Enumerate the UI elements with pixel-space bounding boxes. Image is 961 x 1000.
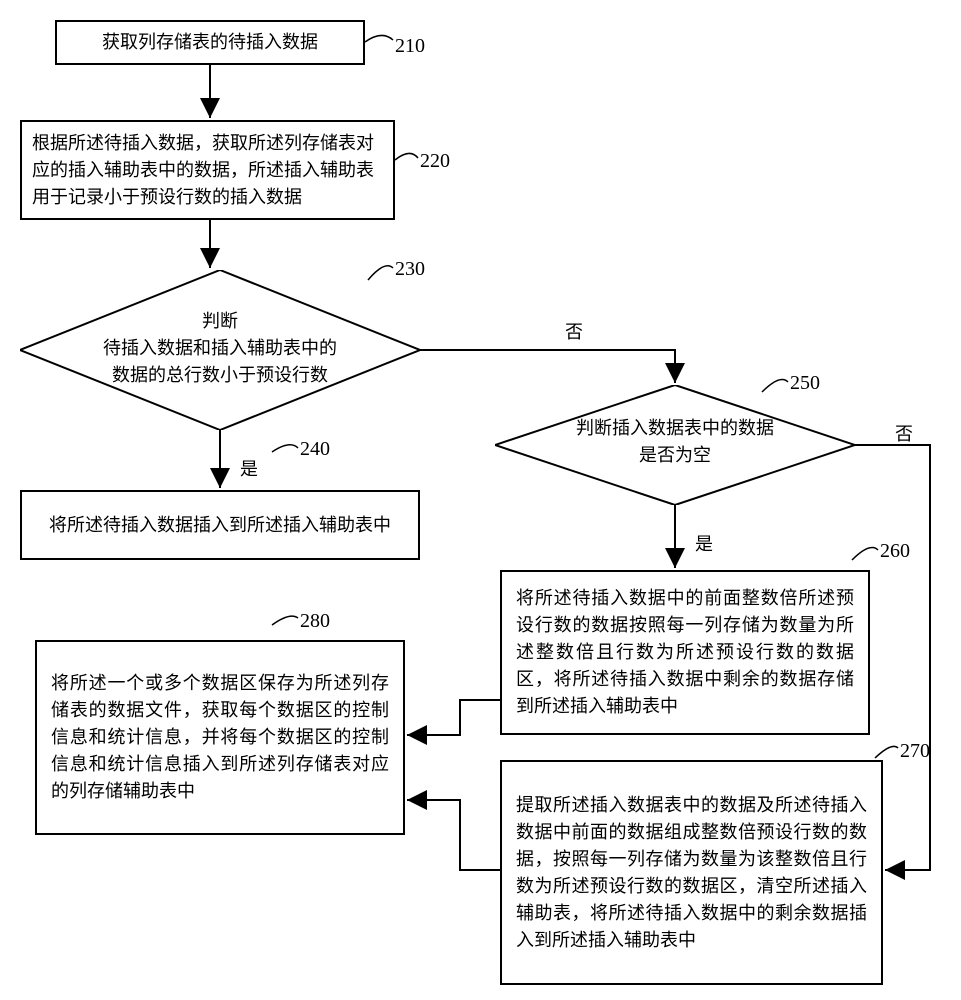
node-240-text: 将所述待插入数据插入到所述插入辅助表中 bbox=[49, 512, 391, 539]
node-280-text: 将所述一个或多个数据区保存为所述列存储表的数据文件，获取每个数据区的控制信息和统… bbox=[51, 670, 389, 805]
step-label-260: 260 bbox=[880, 540, 910, 563]
edge-230-no: 否 bbox=[565, 318, 583, 344]
edge-250-no: 否 bbox=[895, 420, 913, 446]
step-label-240: 240 bbox=[300, 438, 330, 461]
step-label-280: 280 bbox=[300, 610, 330, 633]
decision-230-text: 判断 待插入数据和插入辅助表中的 数据的总行数小于预设行数 bbox=[20, 308, 420, 389]
step-label-270: 270 bbox=[900, 740, 930, 763]
node-280: 将所述一个或多个数据区保存为所述列存储表的数据文件，获取每个数据区的控制信息和统… bbox=[35, 640, 405, 835]
decision-230: 判断 待插入数据和插入辅助表中的 数据的总行数小于预设行数 bbox=[20, 270, 420, 430]
decision-250: 判断插入数据表中的数据 是否为空 bbox=[495, 385, 855, 505]
decision-250-text: 判断插入数据表中的数据 是否为空 bbox=[495, 415, 855, 469]
edge-250-yes: 是 bbox=[695, 530, 713, 556]
node-210-text: 获取列存储表的待插入数据 bbox=[102, 29, 318, 56]
node-260-text: 将所述待插入数据中的前面整数倍所述预设行数的数据按照每一列存储为数量为所述整数倍… bbox=[516, 585, 854, 720]
node-220-text: 根据所述待插入数据，获取所述列存储表对应的插入辅助表中的数据，所述插入辅助表用于… bbox=[32, 130, 383, 211]
node-270-text: 提取所述插入数据表中的数据及所述待插入数据中前面的数据组成整数倍预设行数的数据，… bbox=[516, 792, 867, 954]
node-260: 将所述待插入数据中的前面整数倍所述预设行数的数据按照每一列存储为数量为所述整数倍… bbox=[500, 570, 870, 735]
step-label-210: 210 bbox=[395, 35, 425, 58]
node-220: 根据所述待插入数据，获取所述列存储表对应的插入辅助表中的数据，所述插入辅助表用于… bbox=[20, 120, 395, 220]
node-270: 提取所述插入数据表中的数据及所述待插入数据中前面的数据组成整数倍预设行数的数据，… bbox=[500, 760, 883, 985]
step-label-250: 250 bbox=[790, 372, 820, 395]
step-label-230: 230 bbox=[395, 258, 425, 281]
step-label-220: 220 bbox=[420, 150, 450, 173]
node-240: 将所述待插入数据插入到所述插入辅助表中 bbox=[20, 490, 420, 560]
edge-230-yes: 是 bbox=[240, 455, 258, 481]
node-210: 获取列存储表的待插入数据 bbox=[55, 20, 365, 65]
